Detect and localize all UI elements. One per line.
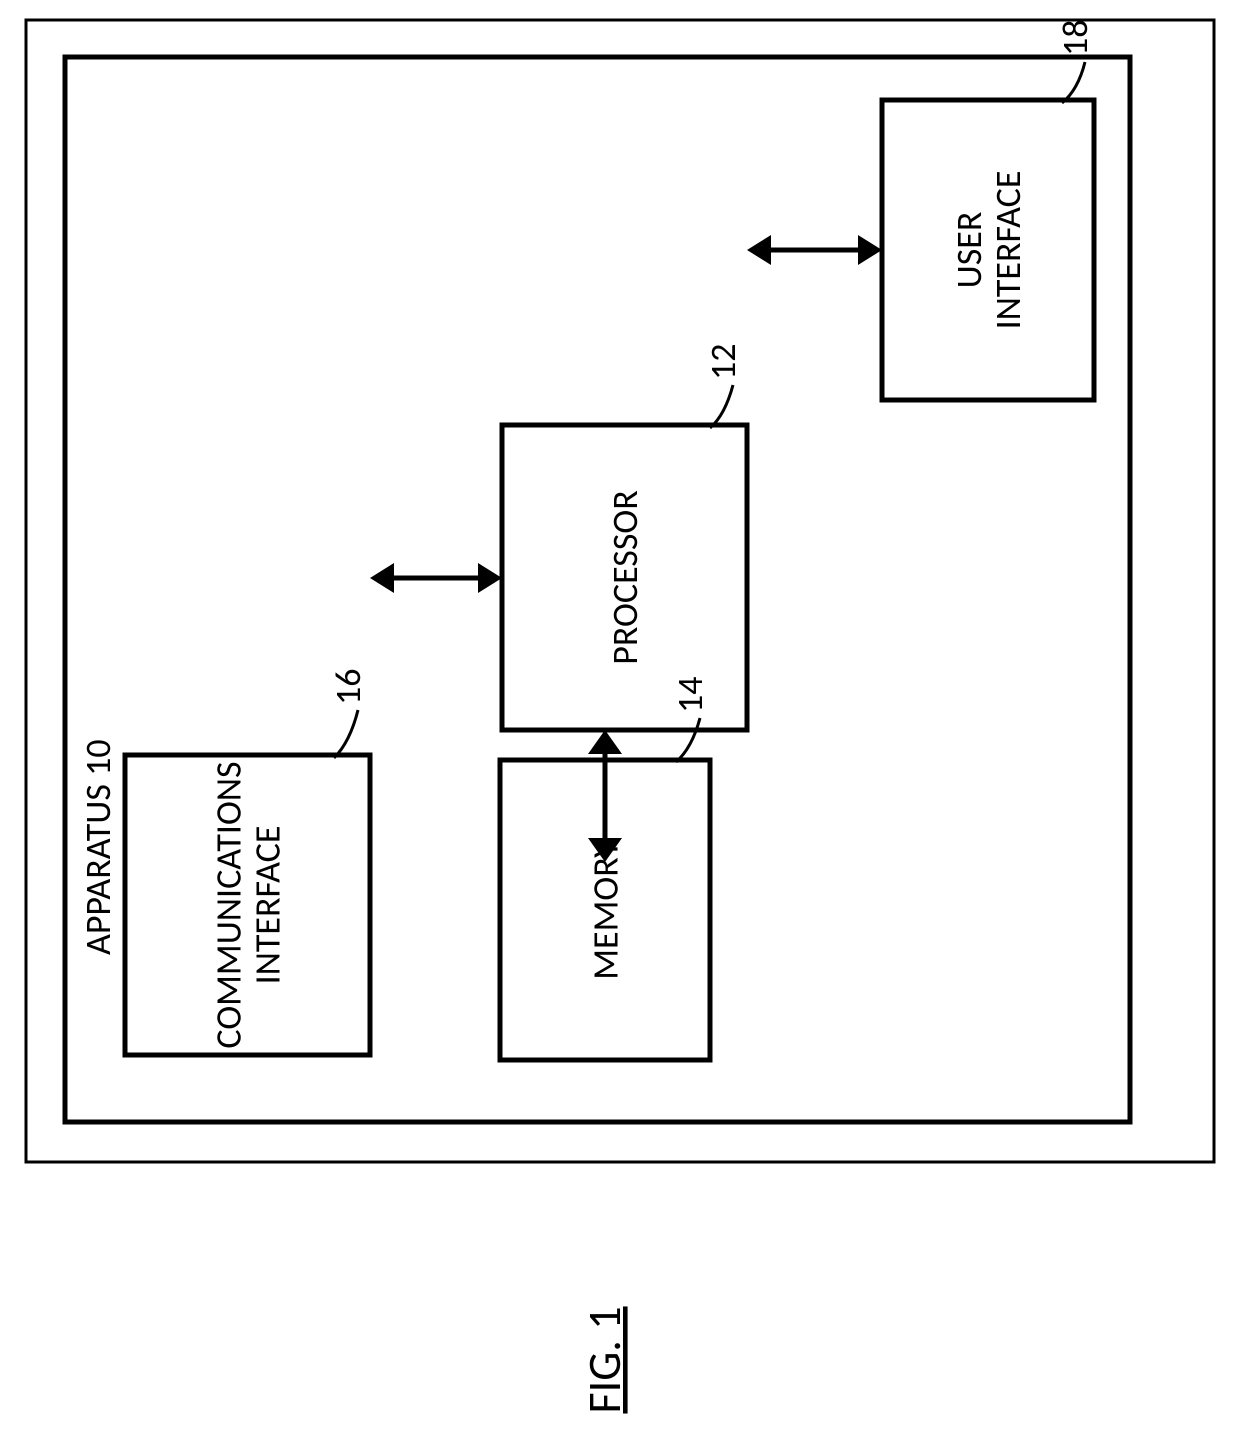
node-label-line-user-interface-1: INTERFACE (986, 171, 1030, 330)
ref-leader-user-interface (1062, 62, 1085, 103)
ref-text-user-interface: 18 (1053, 20, 1097, 57)
figure-caption: FIG. 1 (577, 1306, 633, 1413)
ref-label-user-interface: 18 (1053, 20, 1097, 57)
edge-proc-ui-head-a (747, 235, 771, 265)
ref-text-processor: 12 (701, 344, 745, 381)
node-label-line-communications-interface-1: INTERFACE (246, 826, 290, 985)
node-label-processor: PROCESSOR (603, 490, 647, 665)
edge-comm-proc-head-b (478, 563, 502, 593)
ref-label-processor: 12 (701, 344, 745, 381)
node-label-line-user-interface-0: USER (947, 211, 991, 288)
node-label-line-processor-0: PROCESSOR (603, 490, 647, 665)
ref-text-communications-interface: 16 (326, 669, 370, 706)
edge-proc-mem-head-a (588, 730, 622, 754)
apparatus-title: APPARATUS 10 (76, 739, 120, 955)
ref-label-communications-interface: 16 (326, 669, 370, 706)
edge-proc-ui-head-b (858, 235, 882, 265)
ref-label-memory: 14 (668, 677, 712, 714)
edge-comm-proc-head-a (370, 563, 394, 593)
apparatus-title-text: APPARATUS 10 (76, 739, 120, 955)
ref-text-memory: 14 (668, 677, 712, 714)
figure-caption-text: FIG. 1 (577, 1306, 633, 1413)
ref-leader-processor (710, 385, 733, 428)
ref-leader-communications-interface (334, 710, 358, 758)
node-label-line-communications-interface-0: COMMUNICATIONS (207, 761, 251, 1048)
